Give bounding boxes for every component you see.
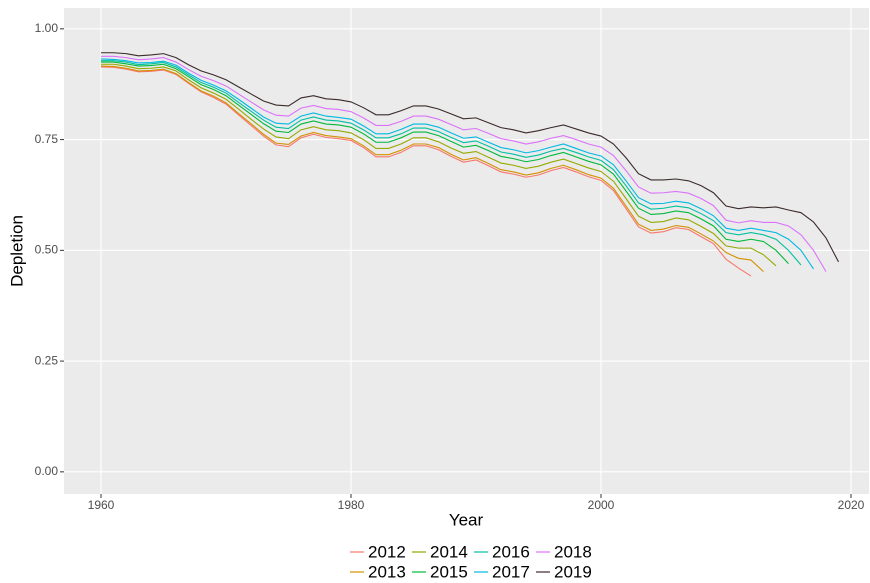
series-line [100, 65, 764, 273]
x-axis-title: Year [449, 510, 484, 529]
series-line [101, 63, 777, 267]
x-tick-label: 1960 [88, 498, 115, 512]
y-axis-title: Depletion [7, 215, 26, 287]
legend-label: 2015 [430, 562, 468, 581]
x-tick-label: 1980 [338, 498, 365, 512]
series-line [100, 66, 752, 277]
y-tick-label: 0.75 [35, 132, 59, 146]
lines [100, 52, 839, 277]
grid [64, 8, 869, 494]
series-line [100, 58, 814, 270]
legend-label: 2017 [492, 562, 530, 581]
series-line [101, 55, 827, 272]
legend-label: 2018 [554, 542, 592, 561]
y-tick-label: 0.00 [35, 464, 59, 478]
legend-label: 2012 [368, 542, 406, 561]
legend-label: 2019 [554, 562, 592, 581]
y-tick-label: 0.50 [35, 243, 59, 257]
y-tick-label: 1.00 [35, 21, 59, 35]
x-tick-label: 2020 [838, 498, 865, 512]
series-line [101, 61, 789, 265]
legend-label: 2013 [368, 562, 406, 581]
series-line [101, 60, 802, 266]
y-tick-label: 0.25 [35, 353, 59, 367]
legend-label: 2014 [430, 542, 468, 561]
series-line [101, 52, 839, 263]
x-tick-label: 2000 [588, 498, 615, 512]
legend-label: 2016 [492, 542, 530, 561]
